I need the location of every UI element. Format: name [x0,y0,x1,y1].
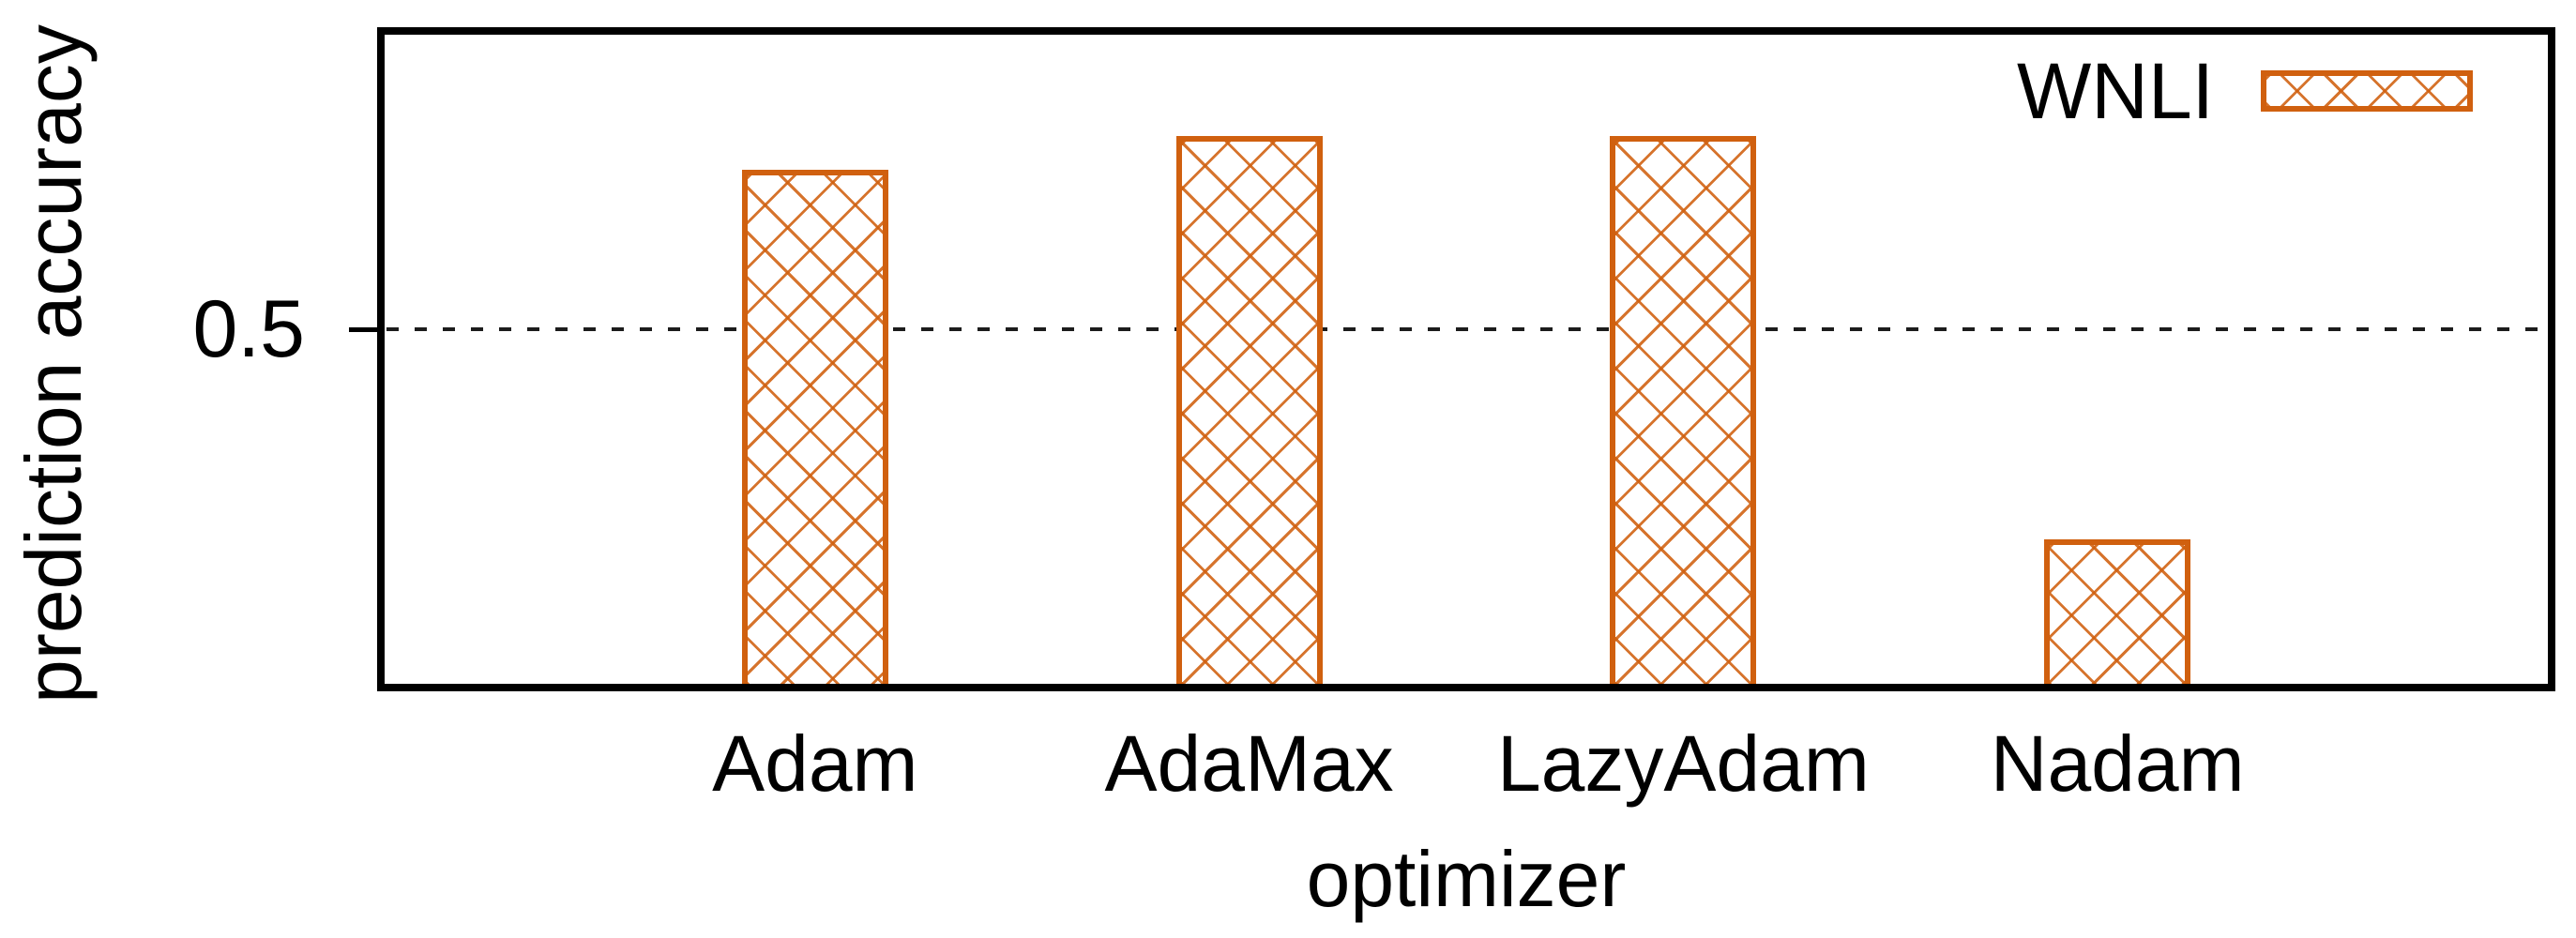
bar-adamax [1175,136,1323,691]
y-tick-mark [349,327,379,333]
bar-adam [741,169,888,691]
y-tick-label: 0.5 [192,284,305,375]
legend-label: WNLI [2017,47,2214,135]
x-tick-label-adamax: AdaMax [1104,719,1394,808]
legend-swatch [2261,70,2473,112]
x-tick-label-adam: Adam [712,719,918,808]
bar-nadam [2044,539,2191,691]
plot-border [377,27,2555,691]
x-axis-label: optimizer [1306,835,1627,923]
x-tick-label-nadam: Nadam [1990,719,2245,808]
bar-lazyadam [1610,136,1757,691]
gridline-y-tick [386,327,2548,332]
x-tick-label-lazyadam: LazyAdam [1496,719,1870,808]
